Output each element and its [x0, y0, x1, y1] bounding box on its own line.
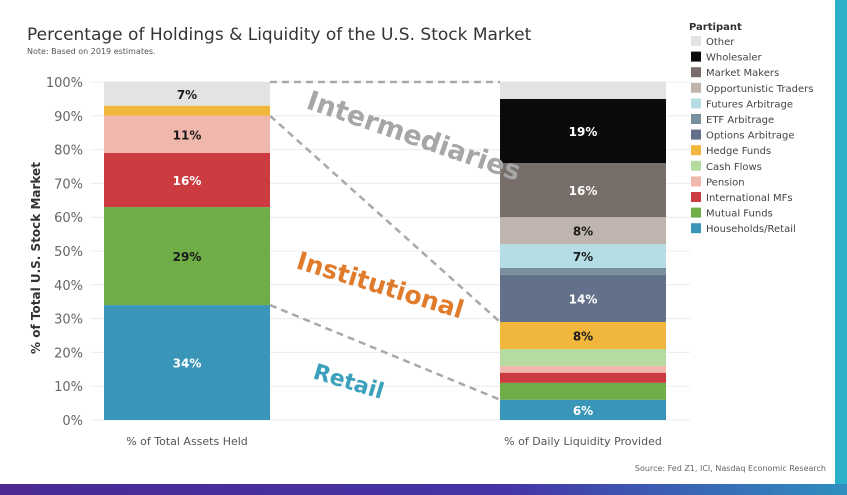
y-tick-label: 30% — [54, 313, 83, 328]
legend-label-mutual-funds: Mutual Funds — [706, 209, 773, 220]
bar-segment-hedge-funds — [500, 321, 666, 350]
bar-segment-futures-arbitrage — [500, 244, 666, 268]
y-tick-label: 80% — [54, 144, 83, 159]
bar-segment-other — [500, 82, 666, 99]
stacked-bars — [104, 82, 666, 420]
x-tick-label: % of Total Assets Held — [126, 435, 248, 448]
y-tick-label: 100% — [46, 76, 83, 91]
y-tick-label: 90% — [54, 110, 83, 125]
bar-segment-pension — [104, 115, 270, 153]
bar-segment-wholesaler — [500, 98, 666, 164]
y-tick-label: 20% — [54, 346, 83, 361]
legend-swatch-etf-arbitrage — [691, 114, 701, 124]
y-tick-label: 70% — [54, 177, 83, 192]
legend-label-other: Other — [706, 37, 735, 48]
bar-segment-etf-arbitrage — [500, 267, 666, 275]
data-label: 11% — [173, 128, 202, 142]
legend: Other Wholesaler Market Makers Opportunisti… — [691, 36, 813, 235]
data-label: 8% — [573, 330, 593, 344]
legend-swatch-hedge-funds — [691, 145, 701, 156]
bar-segment-mutual-funds — [500, 382, 666, 400]
legend-label-opportunistic-traders: Opportunistic Traders — [706, 84, 813, 95]
legend-swatch-options-arbitrage — [691, 129, 701, 140]
legend-label-hedge-funds: Hedge Funds — [706, 146, 771, 157]
legend-swatch-market-makers — [691, 67, 701, 78]
legend-swatch-other — [691, 36, 701, 46]
bar-segment-households-retail — [104, 305, 270, 420]
legend-swatch-cash-flows — [691, 160, 701, 171]
y-tick-label: 0% — [62, 414, 83, 429]
data-label: 16% — [173, 174, 202, 188]
bar-segment-mutual-funds — [104, 207, 270, 306]
bar-segment-opportunistic-traders — [500, 217, 666, 245]
connector-line — [269, 303, 501, 401]
legend-label-cash-flows: Cash Flows — [706, 162, 762, 173]
accent-stripe-right — [835, 0, 847, 495]
chart-note: Note: Based on 2019 estimates. — [27, 47, 156, 56]
data-label: 7% — [573, 250, 593, 264]
annotation-retail: Retail — [310, 360, 386, 405]
y-tick-label: 10% — [54, 380, 83, 395]
chart-source: Source: Fed Z1, ICI, Nasdaq Economic Res… — [635, 464, 826, 473]
data-label: 8% — [573, 225, 593, 239]
y-axis-label: % of Total U.S. Stock Market — [29, 162, 43, 354]
accent-band-bottom — [0, 484, 847, 495]
y-tick-label: 60% — [54, 211, 83, 226]
legend-label-etf-arbitrage: ETF Arbitrage — [706, 115, 774, 126]
data-label: 34% — [173, 357, 202, 371]
x-tick-label: % of Daily Liquidity Provided — [504, 435, 662, 448]
legend-swatch-opportunistic-traders — [691, 82, 701, 93]
connector-lines — [269, 80, 501, 401]
segment-labels: 34% 29% 16% 11% 7% 6% 8% 14% 7% 8% 16% 19% — [173, 88, 598, 418]
bar-segment-other — [104, 82, 270, 106]
bar-segment-international-mfs — [104, 152, 270, 208]
legend-label-pension: Pension — [706, 177, 745, 188]
legend-swatch-wholesaler — [691, 51, 701, 62]
annotation-intermediaries: Intermediaries — [303, 85, 525, 187]
legend-swatch-pension — [691, 176, 701, 187]
data-label: 6% — [573, 404, 593, 418]
legend-title: Partipant — [689, 22, 742, 33]
bar-segment-market-makers — [500, 163, 666, 218]
data-label: 7% — [177, 88, 197, 102]
y-axis-ticks: 0% 10% 20% 30% 40% 50% 60% 70% 80% 90% 100% — [46, 76, 83, 429]
legend-label-market-makers: Market Makers — [706, 68, 779, 79]
legend-swatch-mutual-funds — [691, 207, 701, 218]
x-axis-labels: % of Total Assets Held % of Daily Liquidi… — [126, 435, 662, 448]
bar-segment-options-arbitrage — [500, 274, 666, 322]
bar-segment-pension — [500, 365, 666, 373]
bar-segment-international-mfs — [500, 372, 666, 383]
legend-label-futures-arbitrage: Futures Arbitrage — [706, 99, 793, 110]
data-label: 29% — [173, 250, 202, 264]
legend-swatch-futures-arbitrage — [691, 98, 701, 109]
legend-label-international-mfs: International MFs — [706, 193, 793, 204]
legend-swatch-households-retail — [691, 223, 701, 234]
connector-line — [269, 114, 501, 323]
bar-segment-households-retail — [500, 399, 666, 420]
legend-label-households-retail: Households/Retail — [706, 224, 796, 235]
legend-label-wholesaler: Wholesaler — [706, 53, 763, 64]
data-label: 16% — [569, 184, 598, 198]
data-label: 14% — [569, 292, 598, 306]
data-label: 19% — [569, 125, 598, 139]
y-tick-label: 40% — [54, 279, 83, 294]
chart-title: Percentage of Holdings & Liquidity of th… — [27, 25, 532, 45]
y-tick-label: 50% — [54, 245, 83, 260]
legend-label-options-arbitrage: Options Arbitrage — [706, 131, 795, 142]
bar-segment-hedge-funds — [104, 105, 270, 116]
legend-swatch-international-mfs — [691, 192, 701, 202]
bar-segment-cash-flows — [500, 349, 666, 366]
